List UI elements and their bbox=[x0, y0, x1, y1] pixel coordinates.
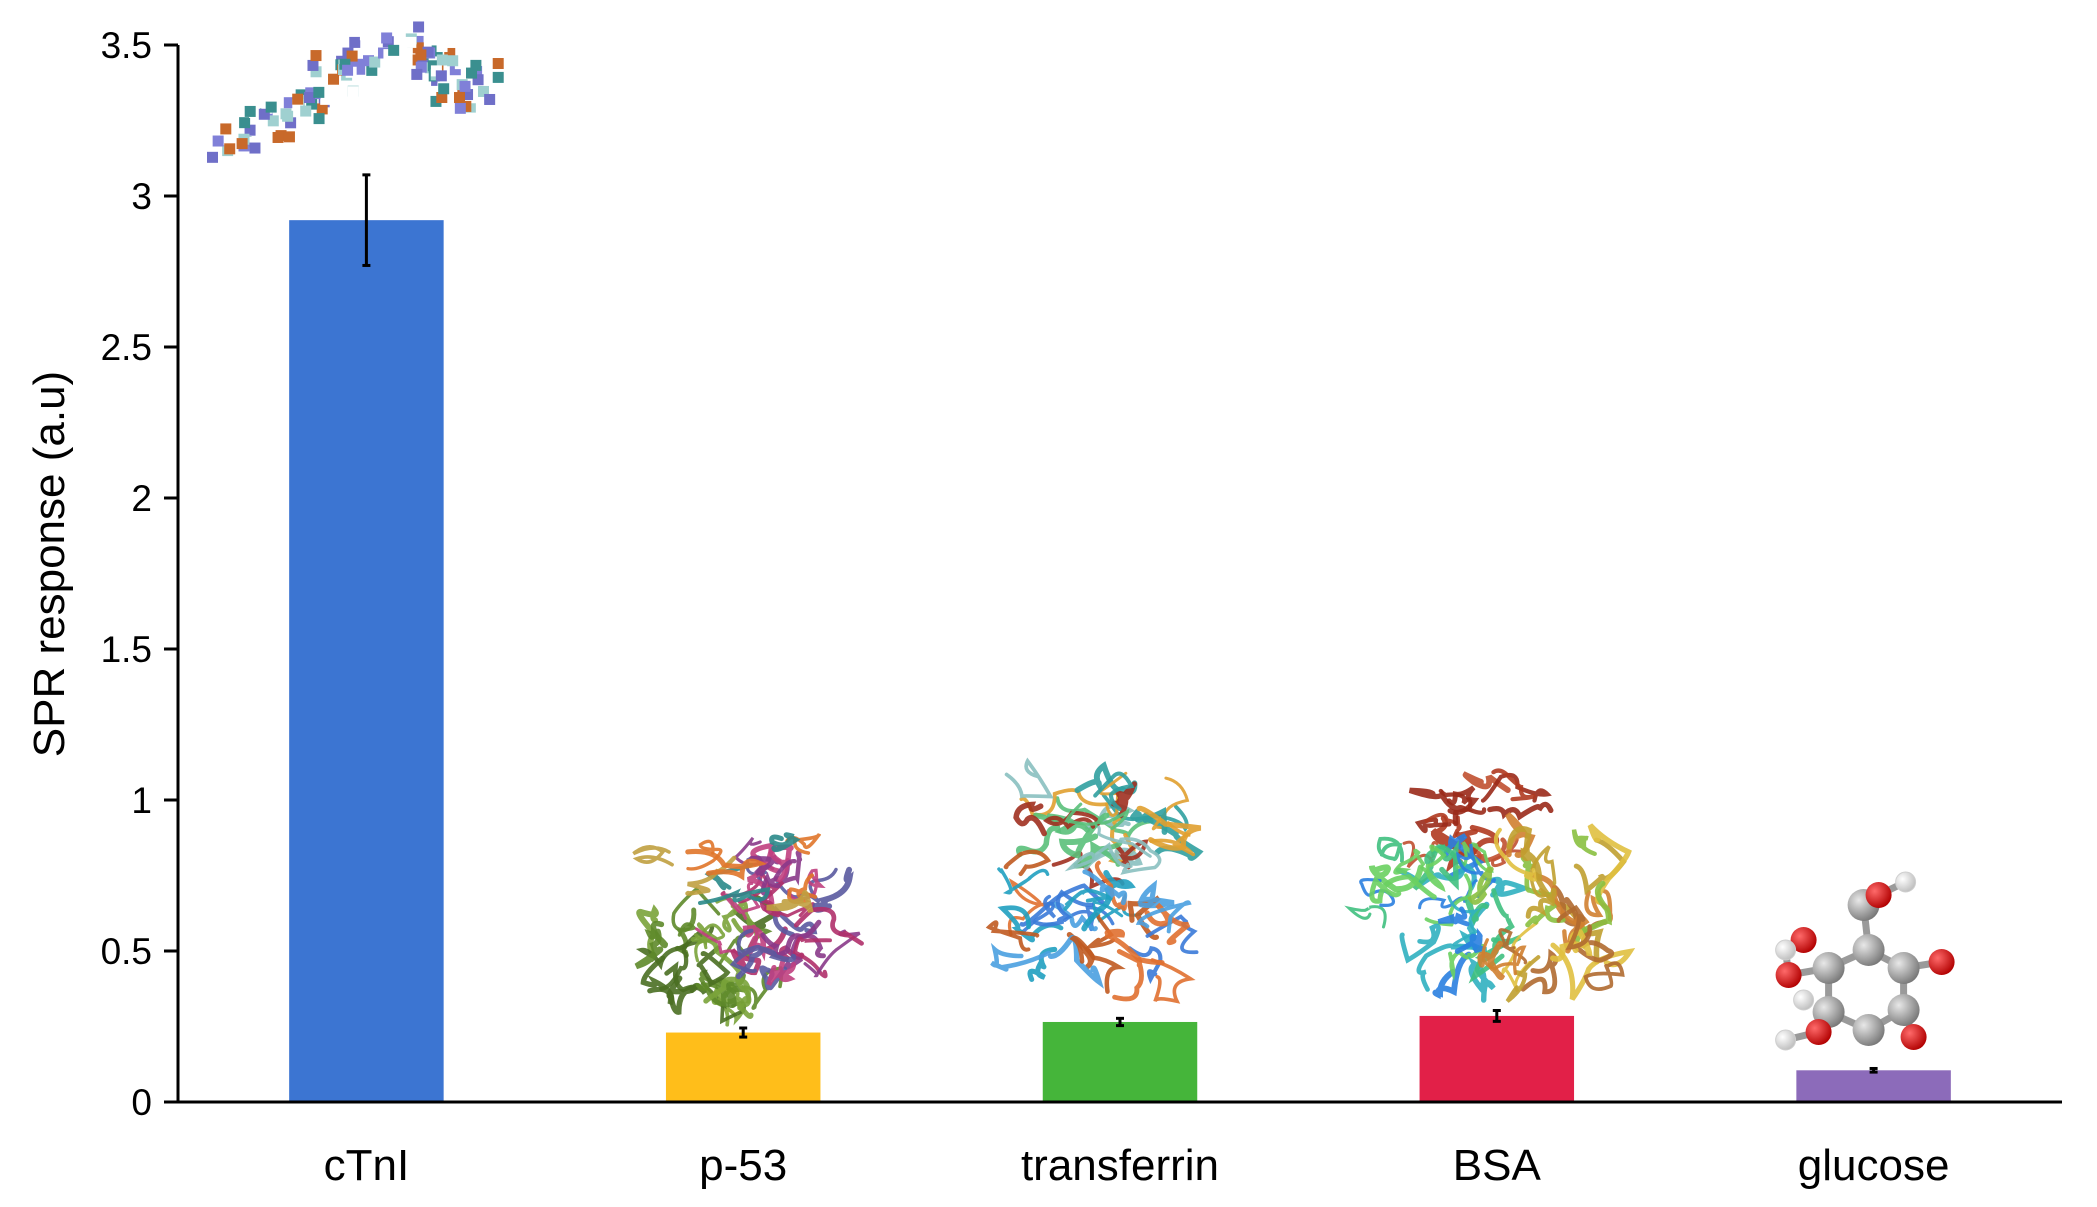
transferrin-structure-icon bbox=[985, 757, 1204, 1004]
y-tick-label: 3.5 bbox=[101, 25, 152, 66]
category-label: p-53 bbox=[699, 1141, 787, 1190]
error-bar-bsa bbox=[1492, 1008, 1501, 1023]
y-tick-label: 0 bbox=[131, 1082, 152, 1123]
error-bar-glucose bbox=[1869, 1066, 1878, 1074]
error-bar-transferrin bbox=[1116, 1016, 1124, 1028]
structure-icons bbox=[207, 21, 1955, 1051]
glucose-molecule-icon bbox=[1775, 871, 1955, 1051]
bar-p-53 bbox=[665, 1032, 821, 1102]
p53-dna-structure-icon bbox=[632, 832, 864, 1027]
y-axis-title: SPR response (a.u) bbox=[25, 371, 74, 757]
error-bars bbox=[362, 173, 1878, 1074]
y-tick-label: 1.5 bbox=[101, 629, 152, 670]
category-labels: cTnI p-53 transferrin BSA glucose bbox=[324, 1141, 1950, 1190]
y-tick-label: 3 bbox=[131, 176, 152, 217]
bar-glucose bbox=[1796, 1070, 1951, 1102]
error-bar-p-53 bbox=[739, 1026, 748, 1039]
bar-transferrin bbox=[1042, 1021, 1198, 1102]
bsa-structure-icon bbox=[1344, 768, 1636, 1003]
category-label: glucose bbox=[1798, 1141, 1950, 1190]
category-label: cTnI bbox=[324, 1141, 410, 1190]
y-tick-label: 1 bbox=[131, 780, 152, 821]
bars bbox=[289, 220, 1951, 1102]
bar-ctni bbox=[289, 220, 444, 1102]
troponin-structure-icon bbox=[207, 21, 504, 163]
error-bar-ctni bbox=[362, 173, 371, 267]
bar-bsa bbox=[1419, 1015, 1575, 1102]
y-axis-ticks: 0 0.5 1 1.5 2 2.5 3 3.5 bbox=[101, 25, 178, 1123]
y-tick-label: 0.5 bbox=[101, 931, 152, 972]
y-tick-label: 2.5 bbox=[101, 327, 152, 368]
category-label: BSA bbox=[1453, 1141, 1542, 1190]
category-label: transferrin bbox=[1021, 1141, 1219, 1190]
y-tick-label: 2 bbox=[131, 478, 152, 519]
